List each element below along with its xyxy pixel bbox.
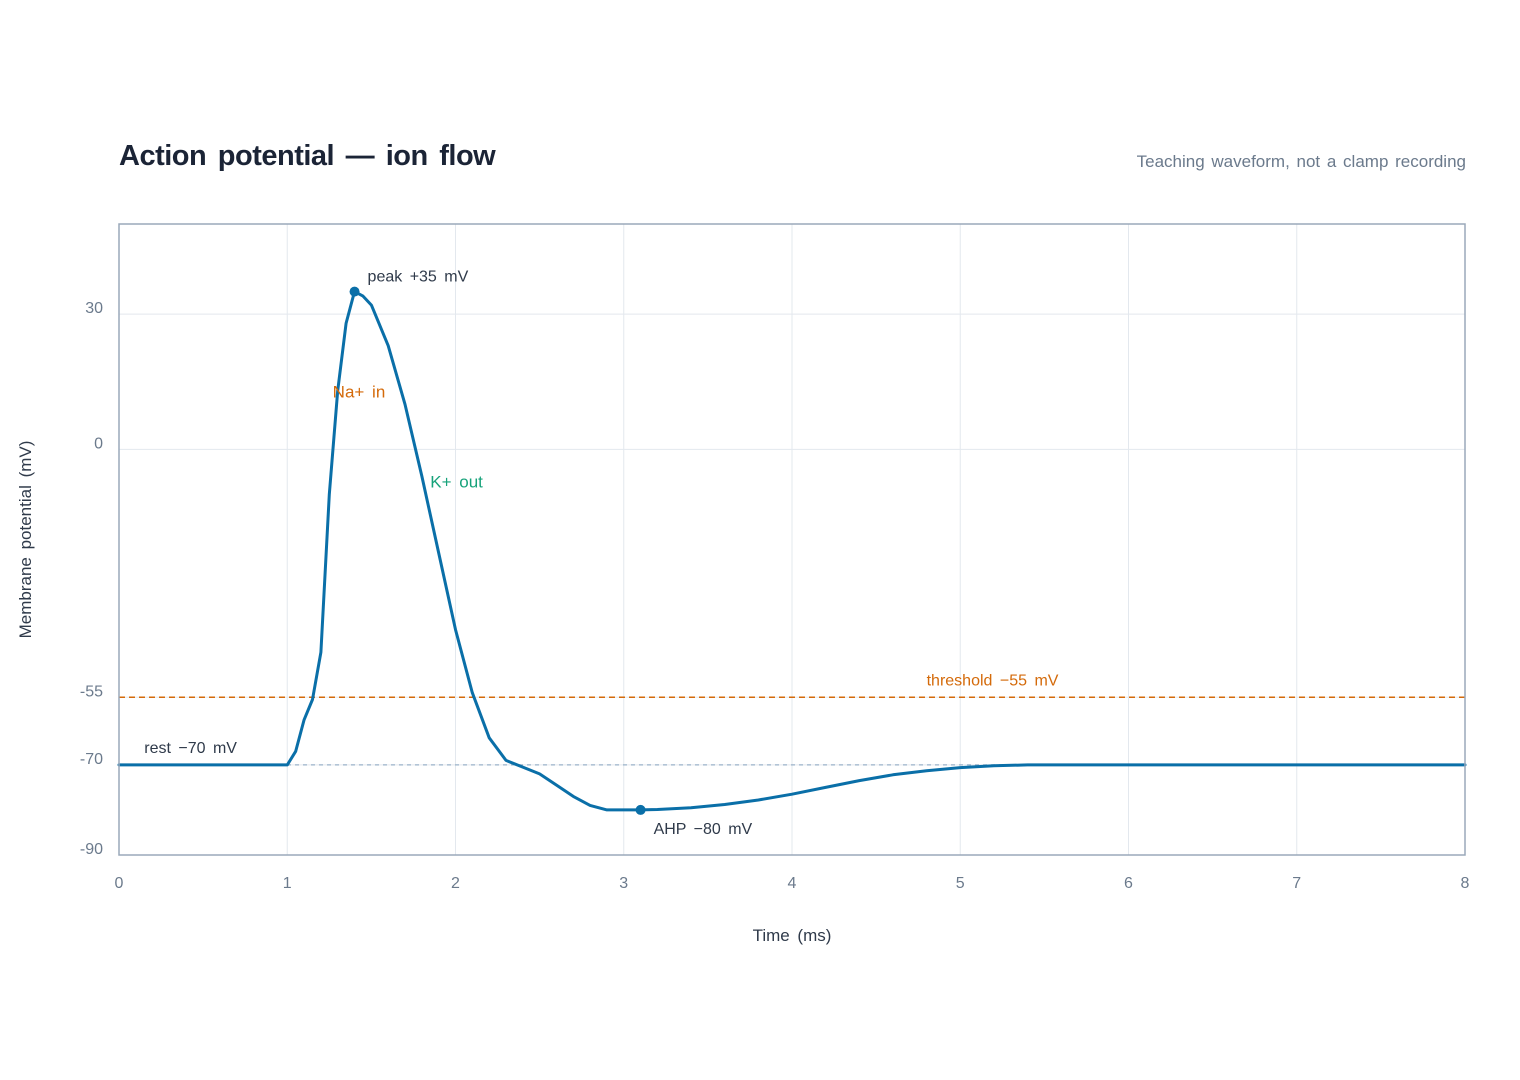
grid [119,224,1465,855]
y-axis-label: Membrane potential (mV) [16,441,35,639]
y-tick-label: -55 [80,683,103,700]
y-tick-label: 0 [94,435,103,452]
peak-label: peak +35 mV [368,269,469,286]
k-out-label: K+ out [430,473,483,492]
x-tick-label: 8 [1461,875,1470,892]
axes: 0 1 2 3 4 5 6 7 8 -90 -70 -55 0 30 Time (ms) Membrane p… [16,223,1470,945]
x-axis-label: Time (ms) [753,926,832,945]
peak-marker [349,286,360,297]
membrane-potential-line [117,290,1467,812]
y-tick-label: 30 [85,300,103,317]
x-tick-label: 1 [283,875,292,892]
x-tick-label: 6 [1124,875,1133,892]
threshold-label: threshold −55 mV [927,672,1059,689]
y-tick-label: -90 [80,841,103,858]
chart-title: Action potential — ion flow [119,140,496,172]
x-tick-label: 2 [451,875,460,892]
ahp-marker [635,804,646,815]
x-tick-label: 3 [619,875,628,892]
chart-subtitle: Teaching waveform, not a clamp recording [1136,152,1466,171]
ahp-label: AHP −80 mV [654,821,753,838]
plot-frame [118,223,1466,856]
series-layer [117,290,1467,812]
y-tick-label: -70 [80,751,103,768]
x-tick-label: 0 [115,875,124,892]
rest-label: rest −70 mV [144,740,237,757]
na-in-label: Na+ in [333,383,386,402]
annotations: peak +35 mV AHP −80 mV Na+ in K+ out [333,269,753,838]
x-tick-label: 4 [788,875,797,892]
x-tick-label: 7 [1292,875,1301,892]
x-tick-label: 5 [956,875,965,892]
